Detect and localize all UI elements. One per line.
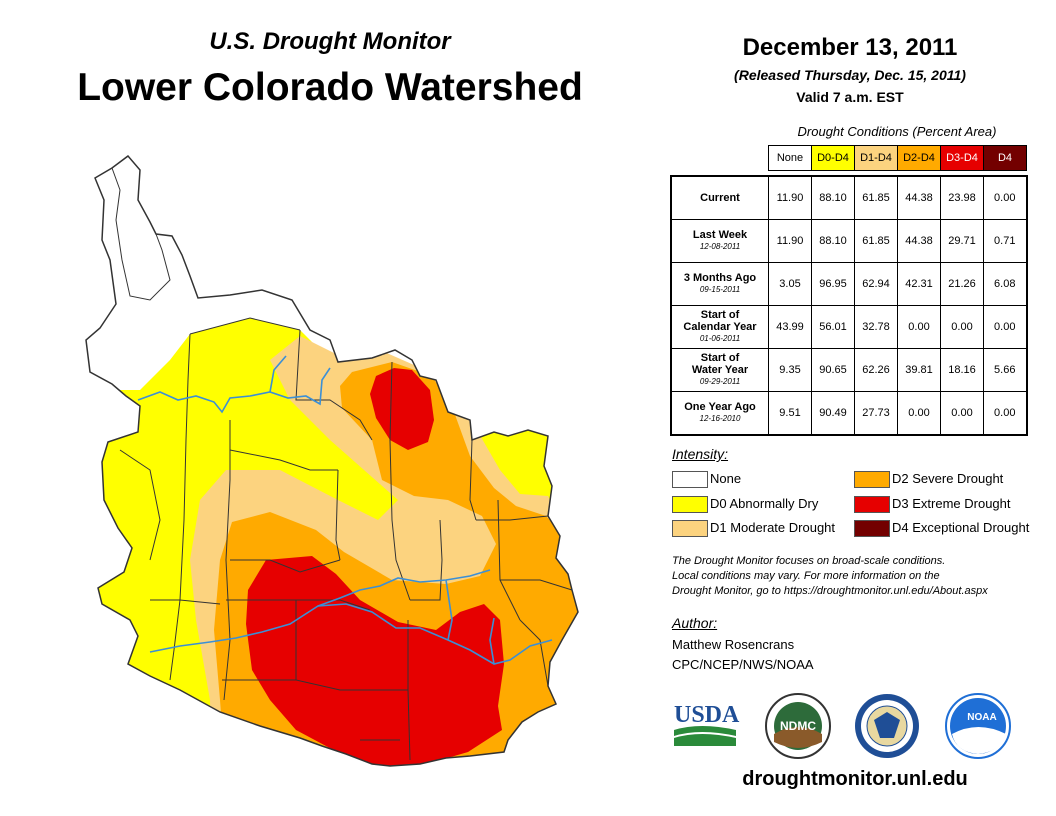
drought-map [85,154,579,767]
usda-logo: USDA [674,702,740,746]
table-row: Last Week 12-08-2011 11.90 88.10 61.85 44.38 2… [670,219,1028,263]
col-header: D4 [983,145,1027,171]
col-header: None [768,145,812,171]
col-header: D3-D4 [940,145,984,171]
table-cell: 0.00 [897,391,941,436]
note-line: Drought Monitor, go to https://droughtmo… [672,585,988,597]
table-cell: 9.35 [768,348,812,392]
table-cell: 11.90 [768,175,812,220]
legend-swatch [854,471,890,488]
table-cell: 90.65 [811,348,855,392]
ndmc-logo: NDMC [765,693,831,759]
commerce-seal-logo [855,694,919,758]
table-cell: 0.00 [940,391,984,436]
table-cell: 27.73 [854,391,898,436]
table-cell: 42.31 [897,262,941,306]
table-cell: 0.00 [897,305,941,349]
valid-time: Valid 7 a.m. EST [796,89,904,105]
table-cell: 90.49 [811,391,855,436]
table-cell: 88.10 [811,175,855,220]
release-date: (Released Thursday, Dec. 15, 2011) [734,67,966,83]
table-cell: 0.00 [983,175,1028,220]
map-subtitle: U.S. Drought Monitor [209,28,451,55]
table-body: Current 11.90 88.10 61.85 44.38 23.98 0.00 Last… [670,175,1028,436]
table-cell: 62.94 [854,262,898,306]
row-label: Last Week 12-08-2011 [670,219,769,263]
legend-title: Intensity: [672,446,729,462]
table-cell: 39.81 [897,348,941,392]
note-line: Local conditions may vary. For more info… [672,570,940,582]
table-row: One Year Ago 12-16-2010 9.51 90.49 27.73 0.00… [670,391,1028,436]
legend-swatch [854,496,890,513]
svg-text:NDMC: NDMC [780,719,816,733]
author-title: Author: [672,615,718,631]
table-cell: 5.66 [983,348,1028,392]
row-label: Start of Calendar Year 01-06-2011 [670,305,769,349]
table-cell: 0.00 [983,391,1028,436]
table-cell: 29.71 [940,219,984,263]
disclaimer-note: The Drought Monitor focuses on broad-sca… [672,554,1032,599]
col-header: D0-D4 [811,145,855,171]
svg-text:USDA: USDA [674,702,740,728]
legend-swatch [672,471,708,488]
d3-zone-north [370,368,434,450]
d3-zone [246,556,504,766]
table-cell: 56.01 [811,305,855,349]
row-label: One Year Ago 12-16-2010 [670,391,769,436]
table-row: Current 11.90 88.10 61.85 44.38 23.98 0.00 [670,175,1028,220]
map-title: Lower Colorado Watershed [77,66,583,109]
table-cell: 32.78 [854,305,898,349]
author-name: Matthew Rosencrans [672,637,795,652]
row-label: Start of Water Year 09-29-2011 [670,348,769,392]
table-cell: 0.71 [983,219,1028,263]
svg-text:NOAA: NOAA [967,712,996,723]
col-header: D2-D4 [897,145,941,171]
legend-swatch [672,496,708,513]
table-cell: 6.08 [983,262,1028,306]
table-cell: 44.38 [897,219,941,263]
table-row: Start of Calendar Year 01-06-2011 43.99 56.0… [670,305,1028,349]
table-cell: 0.00 [983,305,1028,349]
table-cell: 43.99 [768,305,812,349]
table-cell: 44.38 [897,175,941,220]
table-caption: Drought Conditions (Percent Area) [797,124,997,139]
website-link[interactable]: droughtmonitor.unl.edu [742,768,968,790]
table-cell: 3.05 [768,262,812,306]
table-header-row: None D0-D4 D1-D4 D2-D4 D3-D4 D4 [671,145,1027,171]
col-header: D1-D4 [854,145,898,171]
table-row: 3 Months Ago 09-15-2011 3.05 96.95 62.94 42.3… [670,262,1028,306]
subbasin-boundaries [85,154,579,767]
noaa-logo: NOAA [945,693,1011,759]
table-row: Start of Water Year 09-29-2011 9.35 90.65 62.… [670,348,1028,392]
map-date: December 13, 2011 [742,34,958,61]
table-cell: 9.51 [768,391,812,436]
author-org: CPC/NCEP/NWS/NOAA [672,657,814,672]
row-label: 3 Months Ago 09-15-2011 [670,262,769,306]
note-line: The Drought Monitor focuses on broad-sca… [672,555,946,567]
drought-conditions-table: None D0-D4 D1-D4 D2-D4 D3-D4 D4 Current 1… [670,145,1028,436]
table-cell: 23.98 [940,175,984,220]
agency-logos: USDA NDMC NOAA [674,693,1011,759]
table-cell: 0.00 [940,305,984,349]
table-cell: 88.10 [811,219,855,263]
table-cell: 96.95 [811,262,855,306]
table-cell: 11.90 [768,219,812,263]
legend-swatch [854,520,890,537]
table-cell: 61.85 [854,219,898,263]
table-cell: 62.26 [854,348,898,392]
row-label: Current [670,175,769,220]
table-cell: 18.16 [940,348,984,392]
legend-swatch [672,520,708,537]
table-cell: 21.26 [940,262,984,306]
table-cell: 61.85 [854,175,898,220]
river-network [137,355,553,665]
